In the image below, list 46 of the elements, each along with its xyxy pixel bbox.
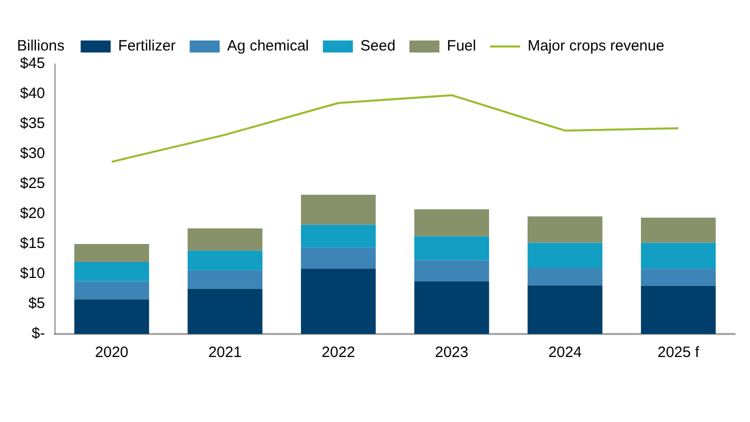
x-tick-label: 2023 [434, 344, 468, 362]
bar [74, 281, 150, 300]
y-tick-label: $10 [20, 265, 46, 282]
bar [528, 216, 602, 243]
bar [188, 270, 262, 289]
x-tick-label: 2020 [95, 344, 128, 362]
bar [640, 242, 716, 269]
y-tick-label: $45 [20, 55, 46, 72]
x-tick-label: 2024 [548, 344, 582, 362]
bar [300, 194, 376, 225]
y-axis-title: Billions [17, 38, 65, 55]
bar [300, 248, 376, 269]
bar [188, 289, 262, 334]
bar [640, 286, 716, 334]
bar [188, 250, 262, 270]
bar [528, 268, 602, 286]
y-tick-label: $25 [20, 175, 46, 192]
y-tick-label: $35 [20, 115, 46, 132]
y-tick-label: $40 [20, 85, 46, 102]
legend-label: Ag chemical [227, 38, 309, 55]
legend-label: Major crops revenue [528, 38, 664, 55]
legend-label: Fuel [446, 38, 476, 55]
y-tick-label: $15 [20, 235, 46, 252]
bar [640, 218, 716, 243]
x-tick-label: 2021 [208, 344, 242, 362]
x-tick-label: 2025 f [657, 344, 700, 362]
bar [414, 260, 490, 282]
y-tick-label: $5 [28, 295, 46, 312]
bar [300, 224, 376, 248]
x-tick-label: 2022 [322, 344, 356, 362]
bar [414, 281, 490, 334]
bar [74, 244, 150, 262]
y-tick-label: $30 [20, 145, 46, 162]
bar [528, 242, 602, 268]
bar [528, 285, 602, 334]
bar [414, 209, 490, 236]
bar [188, 228, 262, 251]
bar [300, 268, 376, 334]
bar [74, 262, 150, 282]
legend-label: Fertilizer [118, 38, 176, 55]
y-tick-label: $20 [20, 205, 46, 222]
legend-label: Seed [360, 38, 396, 55]
y-tick-label: $- [32, 325, 46, 342]
bar [414, 236, 490, 260]
bar [74, 299, 150, 334]
bar [640, 268, 716, 286]
